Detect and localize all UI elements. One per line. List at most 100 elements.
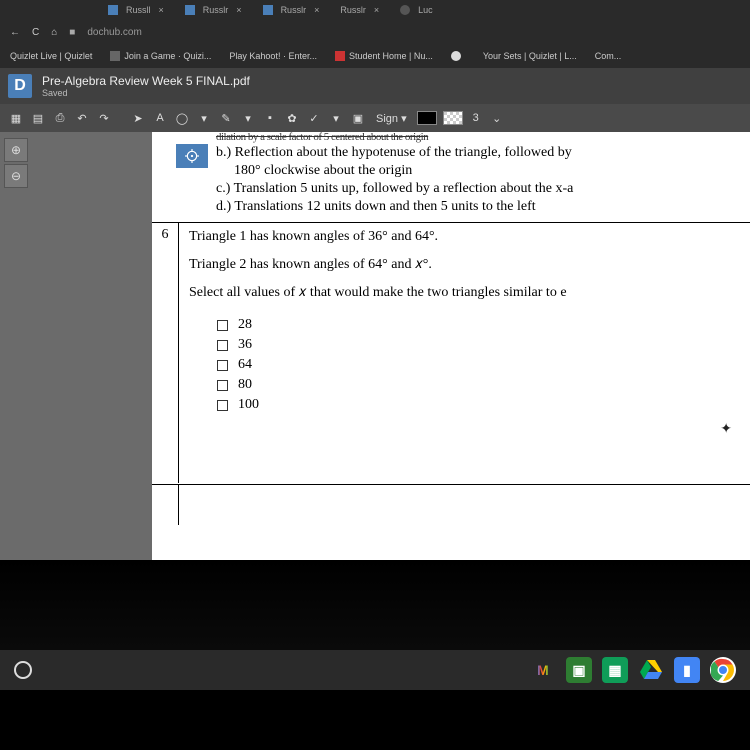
circle-tool[interactable]: ◯	[174, 110, 190, 126]
zoom-out-button[interactable]: ⊖	[4, 164, 28, 188]
dropdown-icon[interactable]: ▾	[328, 110, 344, 126]
q6-paragraph-3: Select all values of 𝑥 that would make t…	[189, 285, 742, 301]
tab-label: Russlr	[340, 5, 366, 15]
close-icon[interactable]: ×	[159, 5, 164, 15]
option-label: 64	[238, 357, 252, 373]
checkbox[interactable]	[217, 320, 228, 331]
dropdown-icon[interactable]: ▾	[240, 110, 256, 126]
option-label: 100	[238, 397, 259, 413]
zoom-in-button[interactable]: ⊕	[4, 138, 28, 162]
os-launcher-button[interactable]	[14, 661, 32, 679]
document-viewport[interactable]: dilation by a scale factor of 5 centered…	[32, 132, 750, 560]
checkbox[interactable]	[217, 400, 228, 411]
reload-button[interactable]: C	[32, 27, 39, 38]
check-tool[interactable]: ✓	[306, 110, 322, 126]
print-button[interactable]: ⎙	[52, 110, 68, 126]
app-logo[interactable]: D	[8, 74, 32, 98]
strikethrough-text: dilation by a scale factor of 5 centered…	[184, 130, 750, 144]
close-icon[interactable]: ×	[314, 5, 319, 15]
option-b-line1: b.) Reflection about the hypotenuse of t…	[184, 144, 750, 162]
browser-tabs: Russll × Russlr × Russlr × Russlr × Luc	[0, 0, 750, 20]
url-text[interactable]: dochub.com	[87, 27, 141, 38]
checkbox[interactable]	[217, 340, 228, 351]
bookmark-label: Quizlet Live | Quizlet	[10, 51, 92, 61]
address-bar-row: ← C ⌂ ■ dochub.com	[0, 20, 750, 44]
bookmark-item[interactable]: Quizlet Live | Quizlet	[10, 51, 92, 61]
bookmark-label: Play Kahoot! · Enter...	[229, 51, 317, 61]
annotation-marker[interactable]	[176, 144, 208, 168]
question-body: Triangle 1 has known angles of 36° and 6…	[178, 223, 750, 483]
stamp-tool[interactable]: ✿	[284, 110, 300, 126]
close-icon[interactable]: ×	[236, 5, 241, 15]
table-row-divider	[152, 484, 750, 525]
option-label: 28	[238, 317, 252, 333]
thumbnail-button[interactable]: ▤	[30, 110, 46, 126]
back-button[interactable]: ←	[10, 27, 20, 38]
browser-tab[interactable]: Russlr ×	[255, 3, 328, 17]
comment-tool[interactable]: ▪	[262, 110, 278, 126]
dropdown-icon[interactable]: ▾	[196, 110, 212, 126]
option-row: 64	[217, 357, 742, 373]
docs-app-icon[interactable]: ▮	[674, 657, 700, 683]
bookmark-item[interactable]: Play Kahoot! · Enter...	[229, 51, 317, 61]
browser-tab[interactable]: Russlr ×	[177, 3, 250, 17]
option-row: 28	[217, 317, 742, 333]
option-c: c.) Translation 5 units up, followed by …	[184, 180, 750, 198]
option-row: 100	[217, 397, 742, 413]
q6-paragraph-1: Triangle 1 has known angles of 36° and 6…	[189, 229, 742, 245]
os-taskbar: M ▣ ▦ ▮	[0, 650, 750, 690]
bookmark-item[interactable]: Student Home | Nu...	[335, 51, 433, 61]
cursor-tool[interactable]: ➤	[130, 110, 146, 126]
bookmark-item[interactable]: Your Sets | Quizlet | L...	[483, 51, 577, 61]
undo-button[interactable]: ↶	[74, 110, 90, 126]
plus-annotation: ✦	[720, 421, 732, 438]
chrome-app-icon[interactable]	[710, 657, 736, 683]
content-area: ⊕ ⊖ dilation by a scale factor of 5 cent…	[0, 132, 750, 560]
bookmark-item[interactable]	[451, 51, 465, 61]
bookmark-item[interactable]: Com...	[595, 51, 622, 61]
browser-tab[interactable]: Russlr ×	[332, 3, 387, 17]
gmail-app-icon[interactable]: M	[530, 657, 556, 683]
bookmark-label: Your Sets | Quizlet | L...	[483, 51, 577, 61]
desk-gap	[0, 560, 750, 650]
sign-button[interactable]: Sign ▾	[372, 112, 411, 125]
tab-label: Russlr	[203, 5, 229, 15]
page-dropdown[interactable]: ⌄	[489, 110, 505, 126]
checkbox[interactable]	[217, 360, 228, 371]
option-row: 36	[217, 337, 742, 353]
bookmark-item[interactable]: Join a Game · Quizi...	[110, 51, 211, 61]
home-button[interactable]: ⌂	[51, 27, 57, 38]
browser-tab[interactable]: Russll ×	[100, 3, 172, 17]
checkbox[interactable]	[217, 380, 228, 391]
bookmark-label: Com...	[595, 51, 622, 61]
grid-view-button[interactable]: ▦	[8, 110, 24, 126]
tab-label: Russll	[126, 5, 151, 15]
option-d: d.) Translations 12 units down and then …	[184, 198, 750, 216]
checkbox-options: 28 36 64 80 100	[217, 317, 742, 413]
pen-tool[interactable]: ✎	[218, 110, 234, 126]
color-swatch-black[interactable]	[417, 111, 437, 125]
color-swatch-transparent[interactable]	[443, 111, 463, 125]
document-title: Pre-Algebra Review Week 5 FINAL.pdf	[42, 74, 250, 88]
redo-button[interactable]: ↷	[96, 110, 112, 126]
tab-label: Luc	[418, 5, 433, 15]
document-page: dilation by a scale factor of 5 centered…	[152, 132, 750, 560]
target-icon	[185, 149, 199, 163]
save-status: Saved	[42, 88, 250, 98]
question-6: 6 Triangle 1 has known angles of 36° and…	[152, 222, 750, 483]
tab-label: Russlr	[281, 5, 307, 15]
classroom-app-icon[interactable]: ▣	[566, 657, 592, 683]
lock-icon: ■	[69, 27, 75, 38]
image-tool[interactable]: ▣	[350, 110, 366, 126]
sheets-app-icon[interactable]: ▦	[602, 657, 628, 683]
toolbar: ▦ ▤ ⎙ ↶ ↷ ➤ A ◯ ▾ ✎ ▾ ▪ ✿ ✓ ▾ ▣ Sign ▾ 3…	[0, 104, 750, 132]
bookmark-label: Student Home | Nu...	[349, 51, 433, 61]
drive-app-icon[interactable]	[638, 657, 664, 683]
text-tool[interactable]: A	[152, 110, 168, 126]
zoom-controls: ⊕ ⊖	[0, 132, 32, 560]
browser-tab[interactable]: Luc	[392, 3, 441, 17]
option-row: 80	[217, 377, 742, 393]
question-5-options: dilation by a scale factor of 5 centered…	[184, 130, 750, 216]
page-number: 3	[473, 112, 479, 124]
close-icon[interactable]: ×	[374, 5, 379, 15]
